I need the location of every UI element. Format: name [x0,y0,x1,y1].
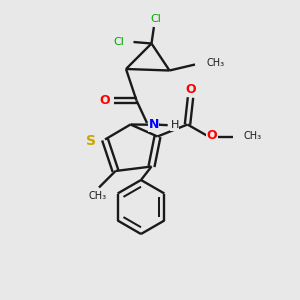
Text: CH₃: CH₃ [244,131,262,141]
Text: Cl: Cl [150,14,161,25]
Text: O: O [100,94,110,107]
Text: CH₃: CH₃ [206,58,224,68]
Text: O: O [206,129,217,142]
Text: Cl: Cl [114,37,124,47]
Text: O: O [185,82,196,96]
Text: N: N [148,118,159,131]
Text: S: S [86,134,96,148]
Text: H: H [170,120,179,130]
Text: CH₃: CH₃ [88,191,106,201]
